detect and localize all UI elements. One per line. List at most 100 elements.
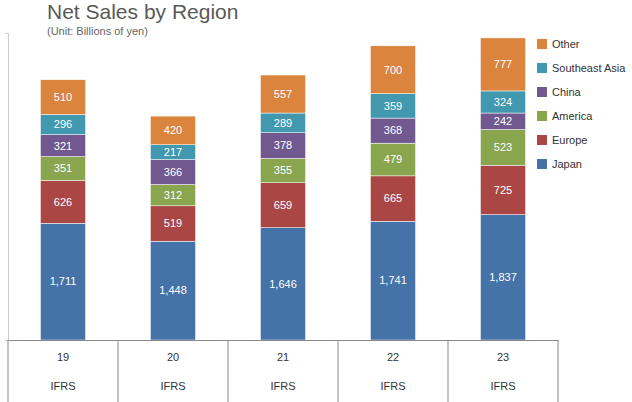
- bar-segment: [480, 113, 525, 130]
- data-label: 312: [164, 189, 182, 201]
- y-axis: [5, 34, 9, 341]
- bar-segment: [40, 115, 85, 135]
- x-tick-label: 19: [57, 351, 69, 363]
- bar-segment: [40, 157, 85, 181]
- legend-swatch: [537, 135, 547, 145]
- legend-label: Southeast Asia: [552, 62, 626, 74]
- data-label: 296: [54, 118, 72, 130]
- legend-item: America: [537, 110, 593, 122]
- bar-segment: [370, 143, 415, 176]
- bar-segment: [150, 241, 195, 340]
- bar-segment: [150, 206, 195, 241]
- legend-item: China: [537, 86, 582, 98]
- data-label: 1,448: [159, 284, 187, 296]
- data-label: 368: [384, 124, 402, 136]
- cell-separator: [118, 340, 119, 402]
- data-label: 1,646: [269, 278, 297, 290]
- bar-segment: [370, 46, 415, 94]
- data-label: 420: [164, 124, 182, 136]
- bar-segment: [480, 91, 525, 113]
- data-label: 479: [384, 153, 402, 165]
- x-tick-label: 21: [277, 351, 289, 363]
- data-label: 324: [494, 96, 512, 108]
- bar-segment: [40, 135, 85, 157]
- data-label: 700: [384, 64, 402, 76]
- legend-label: America: [552, 110, 593, 122]
- bar-segment: [480, 215, 525, 340]
- x-tick-label: 23: [497, 351, 509, 363]
- data-label: 242: [494, 115, 512, 127]
- y-axis-line: [5, 34, 9, 341]
- cell-separator: [558, 340, 559, 402]
- cell-separator: [338, 340, 339, 402]
- series: [40, 38, 525, 145]
- x-sublabel: IFRS: [160, 380, 185, 392]
- data-label: 519: [164, 217, 182, 229]
- data-label: 378: [274, 139, 292, 151]
- bar-segment: [260, 159, 305, 183]
- legend-item: Southeast Asia: [537, 62, 626, 74]
- x-sublabel: IFRS: [380, 380, 405, 392]
- bar-segment: [40, 181, 85, 224]
- legend-item: Japan: [537, 158, 582, 170]
- data-label: 1,837: [489, 271, 517, 283]
- data-label: 289: [274, 117, 292, 129]
- x-sublabel: IFRS: [270, 380, 295, 392]
- data-label: 355: [274, 164, 292, 176]
- legend-label: China: [552, 86, 582, 98]
- data-label: 510: [54, 91, 72, 103]
- data-label: 1,741: [379, 274, 407, 286]
- legend-label: Other: [552, 38, 580, 50]
- chart: Net Sales by Region(Unit: Billions of ye…: [0, 0, 632, 402]
- legend-item: Other: [537, 38, 580, 50]
- legend: Other Southeast Asia China America Europe Jap…: [537, 38, 626, 170]
- bar-segment: [370, 221, 415, 340]
- bar-segment: [260, 133, 305, 159]
- cell-separator: [8, 340, 9, 402]
- bar-segment: [370, 94, 415, 118]
- series: [40, 215, 525, 340]
- data-label: 351: [54, 162, 72, 174]
- data-label: 626: [54, 196, 72, 208]
- series: [40, 113, 525, 184]
- legend-swatch: [537, 87, 547, 97]
- bar-segment: [150, 185, 195, 206]
- x-sublabel: IFRS: [490, 380, 515, 392]
- legend-swatch: [537, 39, 547, 49]
- x-tick: 23: [497, 340, 509, 363]
- data-label: 321: [54, 140, 72, 152]
- x-axis-line: [9, 340, 559, 341]
- bar-segment: [260, 228, 305, 340]
- bar-segment: [40, 223, 85, 340]
- series: [40, 130, 525, 206]
- x-tick: 22: [387, 340, 399, 363]
- cell-separator: [448, 340, 449, 402]
- bar-segment: [40, 80, 85, 115]
- legend-item: Europe: [537, 134, 587, 146]
- bar-segment: [150, 160, 195, 185]
- data-label: 557: [274, 88, 292, 100]
- bar-segment: [150, 116, 195, 145]
- legend-swatch: [537, 111, 547, 121]
- legend-label: Europe: [552, 134, 587, 146]
- x-tick: 21: [277, 340, 289, 363]
- x-tick: 19: [57, 340, 69, 363]
- data-label: 777: [494, 58, 512, 70]
- data-label: 217: [164, 146, 182, 158]
- data-label: 1,711: [50, 275, 77, 287]
- bar-segment: [260, 75, 305, 113]
- legend-label: Japan: [552, 158, 582, 170]
- bar-segment: [150, 145, 195, 160]
- x-tick: 20: [167, 340, 179, 363]
- bars: [40, 38, 525, 340]
- data-labels: 1,7111,4481,6461,7411,837626519659665725…: [50, 58, 517, 296]
- x-tick-label: 22: [387, 351, 399, 363]
- bar-segment: [370, 176, 415, 221]
- x-axis: 19 20 21 22 23: [9, 340, 559, 363]
- data-label: 659: [274, 199, 292, 211]
- data-label: 359: [384, 100, 402, 112]
- legend-swatch: [537, 159, 547, 169]
- data-label: 665: [384, 192, 402, 204]
- data-label: 523: [494, 141, 512, 153]
- data-label: 366: [164, 166, 182, 178]
